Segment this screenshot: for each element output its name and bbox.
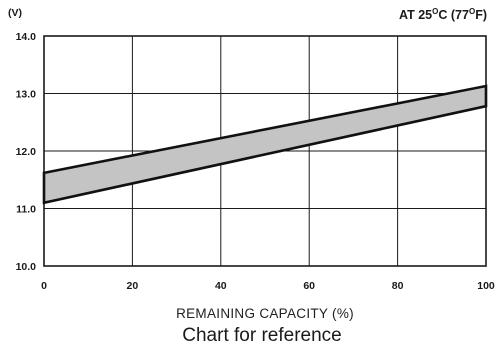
x-tick-label: 60 bbox=[303, 280, 315, 292]
condition-middle: C (77 bbox=[438, 8, 469, 22]
degree-symbol-c: O bbox=[432, 7, 438, 16]
condition-prefix: AT 25 bbox=[399, 8, 432, 22]
y-tick-label: 11.0 bbox=[16, 204, 36, 216]
band-layer bbox=[42, 84, 488, 205]
x-tick-label: 20 bbox=[127, 280, 139, 292]
y-unit-label: (V) bbox=[8, 7, 22, 19]
x-axis-label: REMAINING CAPACITY (%) bbox=[176, 306, 354, 321]
y-tick-label: 13.0 bbox=[16, 89, 37, 101]
y-tick-label: 10.0 bbox=[16, 261, 37, 273]
chart-caption: Chart for reference bbox=[182, 325, 341, 346]
x-tick-label: 0 bbox=[41, 280, 47, 292]
y-tick-label: 14.0 bbox=[16, 31, 37, 43]
voltage-band bbox=[42, 84, 488, 205]
degree-symbol-f: O bbox=[469, 7, 475, 16]
x-tick-label: 80 bbox=[392, 280, 404, 292]
tick-labels: 0 20 40 60 80 100 10.0 11.0 12.0 13.0 14.0 bbox=[16, 31, 495, 292]
condition-label: AT 25OC (77OF) bbox=[399, 7, 487, 22]
x-tick-label: 40 bbox=[215, 280, 227, 292]
condition-suffix: F) bbox=[475, 8, 487, 22]
y-tick-label: 12.0 bbox=[16, 146, 37, 158]
plot-frame bbox=[43, 35, 487, 267]
x-tick-label: 100 bbox=[477, 280, 495, 292]
